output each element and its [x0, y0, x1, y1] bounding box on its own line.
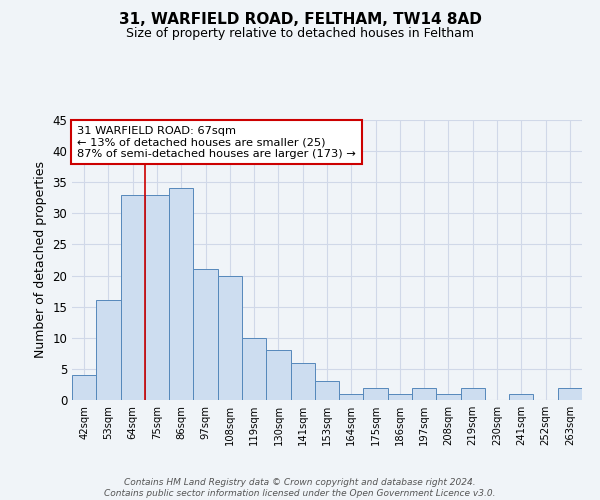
Bar	[509, 394, 533, 400]
Bar	[266, 350, 290, 400]
Bar	[388, 394, 412, 400]
Bar	[145, 194, 169, 400]
Text: 31, WARFIELD ROAD, FELTHAM, TW14 8AD: 31, WARFIELD ROAD, FELTHAM, TW14 8AD	[119, 12, 481, 28]
Bar	[339, 394, 364, 400]
Bar	[315, 382, 339, 400]
Bar	[364, 388, 388, 400]
Y-axis label: Number of detached properties: Number of detached properties	[34, 162, 47, 358]
Bar	[290, 362, 315, 400]
Bar	[193, 270, 218, 400]
Text: Size of property relative to detached houses in Feltham: Size of property relative to detached ho…	[126, 28, 474, 40]
Bar	[169, 188, 193, 400]
Bar	[558, 388, 582, 400]
Bar	[96, 300, 121, 400]
Bar	[242, 338, 266, 400]
Bar	[461, 388, 485, 400]
Bar	[218, 276, 242, 400]
Bar	[436, 394, 461, 400]
Bar	[72, 375, 96, 400]
Text: Contains HM Land Registry data © Crown copyright and database right 2024.
Contai: Contains HM Land Registry data © Crown c…	[104, 478, 496, 498]
Text: 31 WARFIELD ROAD: 67sqm
← 13% of detached houses are smaller (25)
87% of semi-de: 31 WARFIELD ROAD: 67sqm ← 13% of detache…	[77, 126, 356, 159]
Bar	[412, 388, 436, 400]
Bar	[121, 194, 145, 400]
